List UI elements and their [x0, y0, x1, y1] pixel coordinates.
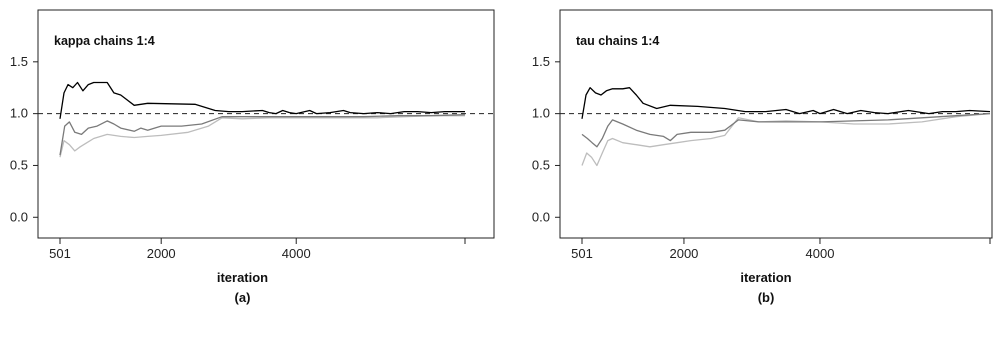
- series-line-2: [59, 114, 466, 156]
- chart-panel-b: tau chains 1:4 0.0 0.5 1.0 1.5 501 2000 4000 ite…: [532, 9, 993, 305]
- y-tick-label: 0.0: [10, 209, 28, 224]
- series-line-3: [59, 115, 465, 158]
- y-tick-label: 1.5: [532, 54, 550, 69]
- chart-title: tau chains 1:4: [576, 34, 659, 48]
- series-line-1: [59, 81, 465, 119]
- x-tick-label: 4000: [806, 246, 835, 261]
- panel-caption: (b): [758, 290, 775, 305]
- x-axis-label: iteration: [740, 270, 791, 285]
- x-tick-label: 2000: [147, 246, 176, 261]
- x-tick-label: 2000: [669, 246, 698, 261]
- x-tick-label: 501: [49, 246, 71, 261]
- series-line-3: [581, 112, 991, 167]
- chart-panel-a: kappa chains 1:4 0.0 0.5 1.0 1.5 501 2000 4000 i…: [10, 9, 495, 305]
- x-axis-label: iteration: [217, 270, 268, 285]
- y-tick-label: 0.0: [532, 209, 550, 224]
- y-tick-label: 1.0: [10, 106, 28, 121]
- series-line-2: [581, 112, 991, 148]
- panel-caption: (a): [235, 290, 251, 305]
- plot-frame: [559, 9, 993, 239]
- y-tick-label: 0.5: [10, 157, 28, 172]
- x-tick-label: 501: [571, 246, 593, 261]
- y-tick-label: 1.0: [532, 106, 550, 121]
- series-line-1: [581, 87, 991, 119]
- y-tick-label: 1.5: [10, 54, 28, 69]
- plot-frame: [37, 9, 495, 239]
- x-tick-label: 4000: [282, 246, 311, 261]
- y-tick-label: 0.5: [532, 157, 550, 172]
- chart-title: kappa chains 1:4: [54, 34, 155, 48]
